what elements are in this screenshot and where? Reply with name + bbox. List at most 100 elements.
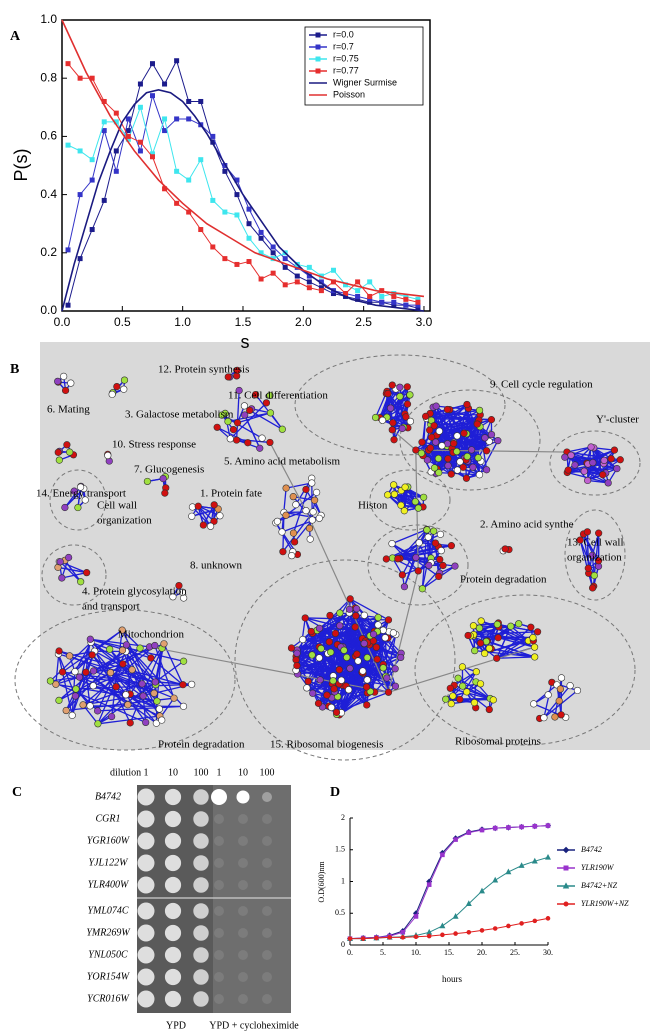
network-node: [66, 448, 74, 456]
y-tick-label: 0.6: [40, 129, 57, 143]
network-node: [301, 614, 309, 622]
colony-spot: [137, 854, 155, 872]
network-node: [494, 437, 502, 445]
network-node: [428, 433, 436, 441]
x-tick-label: 10.: [411, 948, 421, 957]
series-line: [350, 917, 549, 940]
colony-spot: [262, 814, 272, 824]
colony-spot: [193, 811, 209, 827]
network-node: [459, 682, 467, 690]
network-node: [340, 646, 348, 654]
network-node: [337, 676, 346, 684]
network-node: [411, 498, 419, 506]
colony-spot: [164, 854, 182, 872]
strain-label: CGR1: [96, 813, 121, 824]
data-point: [270, 244, 276, 250]
network-edge: [85, 671, 129, 706]
data-point: [391, 293, 397, 299]
media-label: YPD + cycloheximide: [209, 1020, 299, 1031]
x-tick-label: 0.: [347, 948, 353, 957]
network-edge: [49, 641, 92, 682]
network-edge: [305, 617, 389, 621]
data-point: [519, 824, 524, 830]
data-point: [532, 918, 538, 924]
colony-spot: [214, 972, 224, 982]
data-point: [113, 110, 119, 116]
network-node: [474, 454, 482, 462]
network-edge: [296, 657, 320, 667]
data-point: [426, 933, 432, 939]
network-node: [266, 409, 275, 417]
strain-label: YML074C: [87, 905, 128, 916]
data-point: [65, 61, 71, 67]
network-edge: [237, 412, 271, 424]
y-tick-label: 0.0: [40, 303, 57, 317]
network-node: [224, 417, 232, 426]
network-node: [556, 685, 565, 693]
data-point: [330, 267, 336, 273]
network-label: 2. Amino acid synthe: [480, 519, 574, 531]
network-node: [607, 455, 615, 463]
colony-spot: [193, 833, 209, 849]
network-node: [402, 413, 410, 421]
network-node: [188, 680, 196, 688]
colony-spot: [193, 947, 209, 963]
network-node: [122, 691, 130, 699]
network-edge: [583, 446, 592, 472]
network-node: [363, 683, 371, 691]
data-point: [506, 825, 511, 830]
network-node: [345, 686, 353, 694]
network-node: [531, 653, 539, 661]
network-node: [216, 512, 224, 520]
network-node: [151, 641, 159, 650]
network-node: [463, 452, 471, 461]
data-point: [65, 142, 71, 148]
data-point: [413, 914, 419, 919]
network-node: [302, 507, 310, 515]
network-edge: [57, 566, 87, 574]
colony-spot: [214, 950, 224, 960]
network-node: [485, 705, 493, 714]
network-label: 4. Protein glycosylation: [82, 586, 187, 598]
network-node: [86, 635, 94, 643]
network-node: [246, 406, 254, 415]
colony-spot: [193, 969, 209, 985]
colony-spot: [164, 946, 182, 964]
network-node: [178, 588, 187, 596]
data-point: [77, 148, 83, 154]
network-edge: [59, 561, 82, 583]
strain-label: YGR160W: [87, 835, 131, 846]
data-point: [186, 98, 192, 104]
network-node: [46, 677, 54, 685]
dilution-value: 1: [217, 767, 222, 778]
data-point: [149, 61, 155, 67]
network-node: [345, 605, 354, 613]
network-node: [335, 666, 343, 674]
network-node: [571, 461, 579, 469]
data-point: [403, 296, 409, 302]
network-node: [126, 719, 134, 727]
network-edge: [341, 675, 386, 681]
series-line: [349, 825, 549, 940]
network-node: [351, 623, 359, 631]
network-node: [384, 616, 393, 624]
data-point: [89, 227, 95, 233]
cluster-outline: [369, 469, 451, 531]
cluster-outline: [49, 469, 107, 531]
network-edge: [93, 670, 155, 694]
network-node: [590, 571, 598, 580]
network-node: [477, 617, 485, 625]
network-node: [463, 400, 471, 409]
network-node: [241, 411, 249, 419]
network-link: [305, 510, 390, 693]
network-node: [104, 451, 112, 460]
network-node: [443, 405, 451, 414]
network-node: [374, 621, 382, 629]
legend-label: r=0.75: [333, 53, 359, 63]
network-node: [206, 522, 215, 530]
network-node: [79, 701, 87, 709]
data-point: [306, 264, 312, 270]
network-edge: [110, 671, 156, 683]
colony-spot: [137, 968, 155, 986]
data-point: [258, 235, 264, 241]
